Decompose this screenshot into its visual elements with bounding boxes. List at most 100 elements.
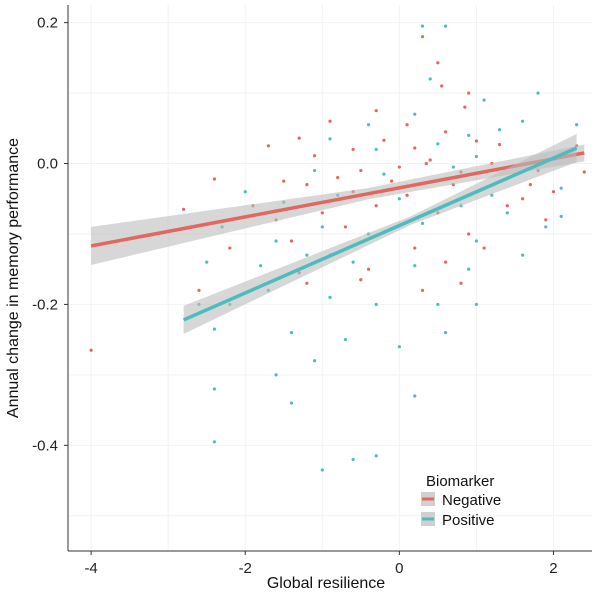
axis-ticks: -4 -2 0 2 0.2 0.0 -0.2 -0.4 (32, 15, 558, 577)
point-positive (382, 172, 386, 176)
point-negative (467, 232, 471, 236)
point-positive (413, 112, 417, 116)
y-tick-label: -0.4 (32, 437, 58, 454)
point-positive (443, 24, 448, 28)
point-negative (474, 139, 479, 143)
gridlines (68, 5, 592, 551)
point-positive (289, 401, 294, 405)
point-positive (212, 440, 217, 444)
point-positive (436, 142, 440, 146)
point-negative (320, 211, 324, 215)
point-positive (451, 165, 455, 169)
point-positive (536, 91, 540, 95)
point-negative (351, 147, 355, 152)
point-positive (320, 468, 324, 472)
y-tick-label: -0.2 (32, 296, 58, 313)
point-positive (274, 239, 278, 243)
point-positive (505, 211, 509, 215)
y-tick-label: 0.0 (37, 156, 58, 173)
point-negative (266, 144, 270, 148)
point-positive (428, 77, 432, 81)
point-positive (474, 154, 479, 159)
point-positive (374, 302, 378, 307)
point-positive (420, 221, 425, 225)
point-positive (320, 225, 324, 229)
point-positive (436, 302, 440, 307)
x-tick-label: -4 (84, 560, 97, 577)
point-positive (374, 147, 378, 152)
point-negative (505, 204, 509, 208)
point-negative (374, 109, 378, 113)
point-negative (459, 281, 463, 285)
point-negative (390, 179, 394, 183)
point-negative (343, 225, 348, 229)
point-positive (397, 345, 401, 349)
point-positive (351, 260, 355, 264)
point-negative (482, 246, 486, 250)
point-positive (343, 338, 348, 342)
point-positive (521, 253, 525, 257)
point-positive (259, 264, 263, 268)
point-negative (212, 177, 217, 181)
fit-line-negative (90, 151, 585, 248)
point-positive (212, 387, 217, 391)
point-positive (243, 190, 247, 194)
point-negative (89, 348, 93, 352)
point-positive (212, 327, 217, 331)
point-positive (374, 454, 378, 458)
point-negative (305, 281, 309, 285)
point-negative (197, 288, 201, 292)
legend-title: Biomarker (426, 473, 494, 490)
point-positive (497, 128, 502, 132)
x-tick-label: 2 (549, 560, 557, 577)
point-negative (428, 158, 432, 162)
legend-label-positive: Positive (442, 512, 495, 529)
point-negative (305, 183, 309, 187)
point-negative (424, 161, 428, 166)
point-negative (312, 154, 317, 158)
point-negative (436, 61, 440, 65)
point-negative (521, 197, 525, 201)
point-positive (474, 239, 479, 243)
point-negative (544, 218, 548, 222)
point-negative (528, 183, 532, 187)
point-negative (443, 130, 448, 134)
legend: Biomarker Negative Positive (421, 473, 501, 529)
point-positive (544, 225, 548, 229)
point-positive (312, 168, 317, 173)
point-positive (413, 264, 417, 268)
point-negative (359, 278, 363, 282)
point-negative (382, 138, 386, 142)
point-positive (305, 253, 309, 257)
point-positive (397, 197, 401, 201)
point-negative (467, 91, 471, 95)
point-positive (413, 394, 417, 398)
x-tick-label: -2 (239, 560, 252, 577)
point-negative (582, 170, 586, 174)
point-negative (282, 179, 286, 183)
x-axis-label: Global resilience (267, 575, 385, 592)
point-negative (336, 176, 340, 180)
point-positive (521, 119, 525, 123)
point-negative (297, 136, 301, 140)
point-negative (181, 207, 186, 211)
point-positive (443, 331, 448, 335)
point-positive (328, 137, 332, 141)
point-positive (351, 457, 355, 462)
legend-label-negative: Negative (442, 492, 501, 509)
point-positive (467, 133, 471, 137)
point-positive (328, 295, 332, 299)
point-negative (551, 190, 556, 194)
point-negative (413, 146, 417, 150)
point-negative (397, 165, 401, 169)
point-negative (443, 260, 448, 264)
point-negative (420, 35, 425, 39)
point-positive (366, 123, 371, 127)
point-positive (482, 98, 486, 102)
point-negative (405, 123, 409, 127)
point-negative (289, 239, 294, 243)
point-negative (374, 204, 378, 208)
point-positive (574, 123, 579, 127)
point-positive (205, 260, 209, 264)
